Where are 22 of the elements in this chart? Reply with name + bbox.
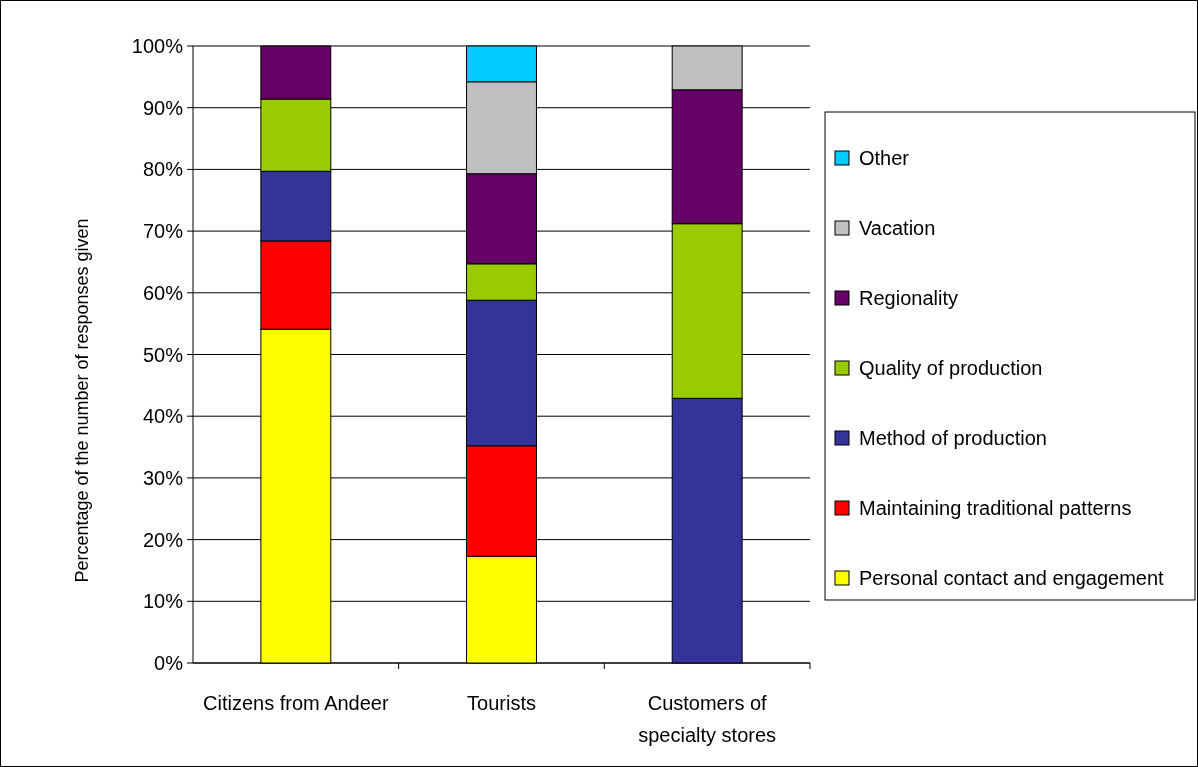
x-tick-label: Customers of specialty stores: [638, 692, 777, 746]
y-tick-label: 100%: [131, 35, 184, 57]
legend-label: Vacation: [859, 217, 936, 239]
y-tick-label: 40%: [142, 405, 184, 428]
y-tick-label: 30%: [142, 466, 184, 489]
legend-label: Other: [859, 147, 910, 169]
y-tick-label: 80%: [142, 158, 184, 181]
legend-label: Maintaining traditional patterns: [859, 497, 1132, 519]
x-tick-label: Tourists: [467, 692, 536, 714]
y-tick-label: 20%: [142, 528, 184, 551]
y-tick-label: 70%: [142, 220, 184, 243]
y-tick-label: 10%: [142, 590, 184, 613]
legend-label: Personal contact and engagement: [859, 567, 1165, 589]
x-tick-label: Citizens from Andeer: [203, 692, 389, 714]
legend-label: Regionality: [859, 287, 958, 309]
y-tick-label: 50%: [142, 343, 184, 366]
y-axis-title: Percentage of the number of responses given: [72, 218, 92, 583]
legend-label: Quality of production: [859, 357, 1043, 379]
legend-label: Method of production: [859, 427, 1047, 449]
y-tick-label: 60%: [142, 281, 184, 304]
y-tick-label: 0%: [154, 652, 184, 674]
y-tick-label: 90%: [142, 96, 184, 119]
